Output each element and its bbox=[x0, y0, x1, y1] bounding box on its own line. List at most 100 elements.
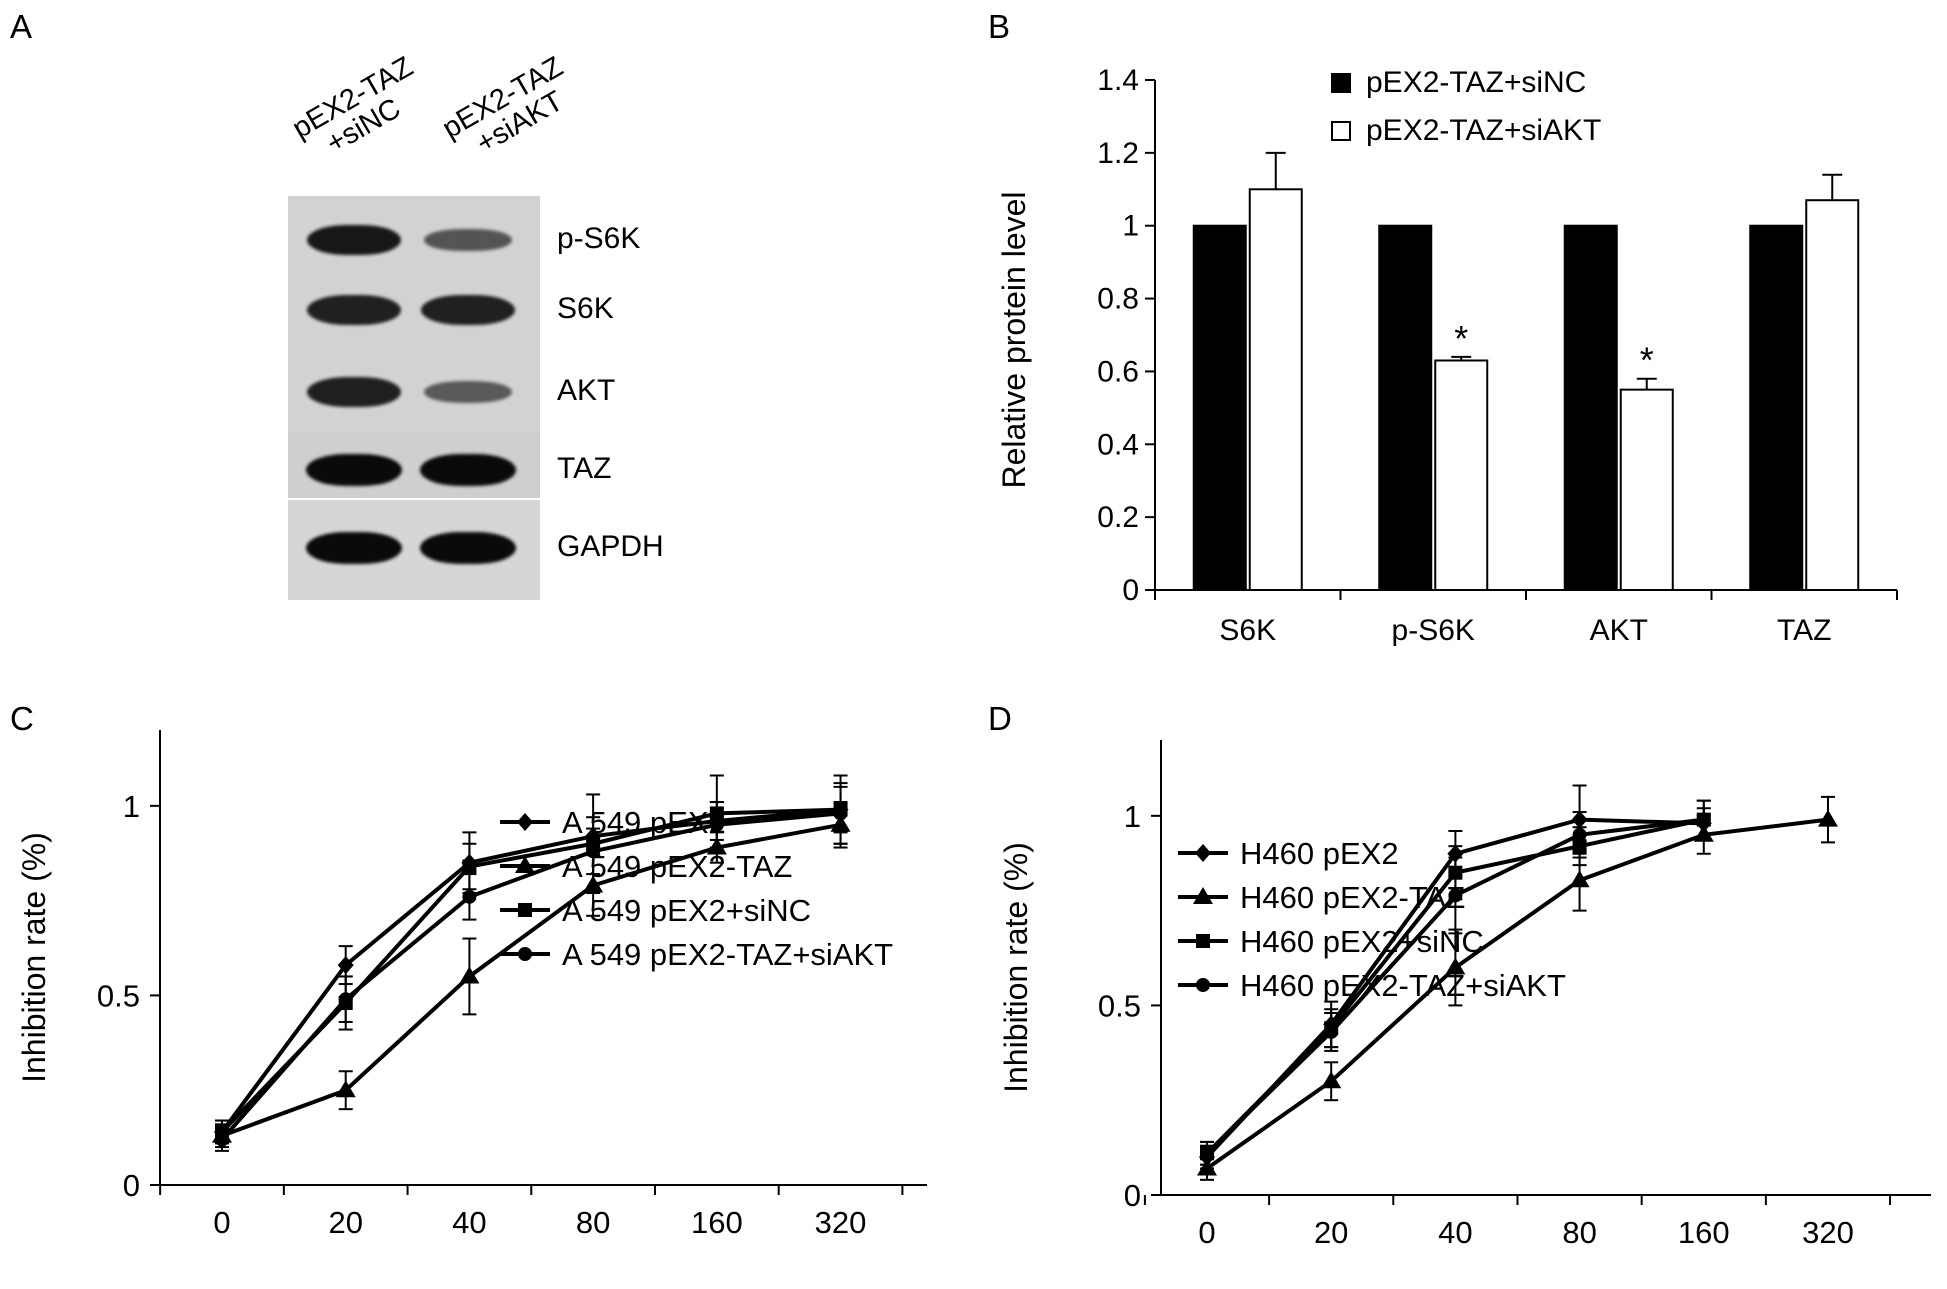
marker-circle bbox=[1696, 812, 1711, 827]
x-tick-label: 0 bbox=[213, 1205, 230, 1240]
y-tick-label: 1.2 bbox=[1097, 137, 1139, 170]
x-tick-label: 80 bbox=[576, 1205, 610, 1240]
marker-circle bbox=[338, 992, 353, 1007]
marker-circle bbox=[215, 1132, 229, 1147]
x-tick-label: p-S6K bbox=[1392, 614, 1475, 647]
marker-triangle bbox=[459, 966, 480, 984]
bar bbox=[1563, 224, 1618, 591]
legend-label: H460 pEX2-TAZ+siAKT bbox=[1240, 968, 1566, 1003]
blot-band bbox=[307, 377, 401, 407]
y-tick-label: 0.5 bbox=[97, 978, 140, 1013]
blot-band bbox=[421, 295, 515, 325]
bar bbox=[1248, 188, 1303, 592]
bar bbox=[1434, 359, 1489, 591]
series-line bbox=[1205, 817, 1829, 1171]
y-tick-label: 0 bbox=[1122, 574, 1139, 607]
y-axis-title: Relative protein level bbox=[996, 191, 1032, 488]
y-tick-label: 0.8 bbox=[1097, 283, 1139, 316]
blot-label: AKT bbox=[557, 374, 616, 407]
y-tick-label: 1 bbox=[1122, 210, 1139, 243]
legend-label: A 549 pEX2+siNC bbox=[562, 893, 811, 928]
x-tick-label: 0 bbox=[1198, 1215, 1215, 1250]
x-tick-label: 40 bbox=[452, 1205, 486, 1240]
legend-swatch bbox=[1331, 73, 1351, 93]
marker-circle bbox=[462, 889, 477, 904]
series-line bbox=[220, 807, 841, 1134]
y-tick-label: 1 bbox=[1124, 799, 1141, 834]
marker-circle bbox=[1196, 978, 1210, 992]
marker-triangle bbox=[1569, 870, 1590, 888]
marker-circle bbox=[1200, 1146, 1214, 1161]
blot-band bbox=[420, 454, 516, 486]
y-tick-label: 0 bbox=[123, 1168, 140, 1203]
blot-label: S6K bbox=[557, 292, 614, 325]
panel-letter-c: C bbox=[10, 700, 34, 737]
blot-label: TAZ bbox=[557, 452, 612, 485]
panel-letter-b: B bbox=[988, 8, 1011, 45]
blot-column-label-1: pEX2-TAZ +siNC bbox=[287, 50, 419, 161]
bar bbox=[1192, 224, 1247, 591]
blot-label: p-S6K bbox=[557, 222, 641, 255]
legend-label: H460 pEX2 bbox=[1240, 836, 1399, 871]
marker-diamond bbox=[337, 956, 354, 975]
blot-band bbox=[424, 381, 512, 403]
marker-triangle bbox=[1197, 1158, 1217, 1176]
y-tick-label: 1.4 bbox=[1097, 64, 1139, 97]
legend-label: H460 pEX2+siNC bbox=[1240, 924, 1484, 959]
bar bbox=[1378, 224, 1433, 591]
y-tick-label: 0.5 bbox=[1098, 988, 1141, 1023]
y-tick-label: 0 bbox=[1124, 1178, 1141, 1213]
blot-band bbox=[306, 224, 402, 256]
legend-label: A 549 pEX2 bbox=[562, 805, 726, 840]
marker-circle bbox=[1572, 827, 1587, 842]
x-tick-label: 160 bbox=[1678, 1215, 1730, 1250]
y-tick-label: 0.4 bbox=[1097, 428, 1139, 461]
marker-triangle bbox=[335, 1080, 356, 1098]
x-tick-label: 320 bbox=[815, 1205, 867, 1240]
western-blot-panel: pEX2-TAZ +siNC pEX2-TAZ +siAKT p-S6K S6K A… bbox=[0, 0, 960, 650]
bar-chart-relative-protein: 0 0.2 0.4 0.6 0.8 1 1.2 1.4 S6K p-S6K * AKT * TAZ Rela… bbox=[996, 64, 1898, 647]
x-tick-label: TAZ bbox=[1777, 614, 1831, 647]
x-tick-label: 20 bbox=[328, 1205, 362, 1240]
marker-square bbox=[462, 859, 477, 874]
bar bbox=[1749, 224, 1804, 591]
marker-circle bbox=[586, 844, 601, 859]
marker-square bbox=[518, 903, 532, 917]
marker-circle bbox=[1324, 1024, 1339, 1039]
panel-letter-d: D bbox=[988, 700, 1012, 737]
series-line bbox=[220, 811, 841, 1141]
panel-letter-a: A bbox=[10, 8, 33, 45]
marker-circle bbox=[518, 947, 532, 961]
significance-mark: * bbox=[1454, 318, 1468, 359]
marker-circle bbox=[709, 817, 724, 832]
marker-square bbox=[1196, 934, 1210, 948]
blot-label: GAPDH bbox=[557, 530, 664, 563]
legend-label: H460 pEX2-TAZ bbox=[1240, 880, 1465, 915]
marker-circle bbox=[833, 806, 848, 821]
legend-label: A 549 pEX2-TAZ+siAKT bbox=[562, 937, 893, 972]
x-tick-label: 320 bbox=[1802, 1215, 1854, 1250]
legend-label: A 549 pEX2-TAZ bbox=[562, 849, 792, 884]
blot-column-label-2: pEX2-TAZ +siAKT bbox=[437, 50, 569, 161]
line-chart-h460-inhibition: 0 0.5 1 0 20 40 80 160 320 Inhibition rate (%) H46… bbox=[998, 740, 1931, 1250]
legend-label: pEX2-TAZ+siAKT bbox=[1366, 114, 1601, 147]
line-chart-a549-inhibition: 0 0.5 1 0 20 40 80 160 320 Inhibition rate (%) A 5… bbox=[16, 730, 927, 1240]
bar bbox=[1805, 199, 1860, 591]
y-tick-label: 1 bbox=[123, 789, 140, 824]
marker-triangle bbox=[1193, 887, 1213, 904]
y-tick-label: 0.6 bbox=[1097, 355, 1139, 388]
blot-band bbox=[423, 228, 513, 252]
bar bbox=[1619, 388, 1674, 591]
legend-label: pEX2-TAZ+siNC bbox=[1366, 66, 1586, 99]
significance-mark: * bbox=[1640, 340, 1654, 381]
blot-band bbox=[306, 532, 402, 564]
y-axis-title: Inhibition rate (%) bbox=[998, 842, 1034, 1093]
x-tick-label: 20 bbox=[1314, 1215, 1348, 1250]
x-tick-label: S6K bbox=[1219, 614, 1276, 647]
blot-band bbox=[307, 295, 401, 325]
y-tick-label: 0.2 bbox=[1097, 501, 1139, 534]
y-axis-title: Inhibition rate (%) bbox=[16, 832, 52, 1083]
marker-triangle bbox=[1321, 1071, 1342, 1089]
marker-circle bbox=[1448, 888, 1463, 903]
legend-swatch bbox=[1331, 121, 1351, 141]
